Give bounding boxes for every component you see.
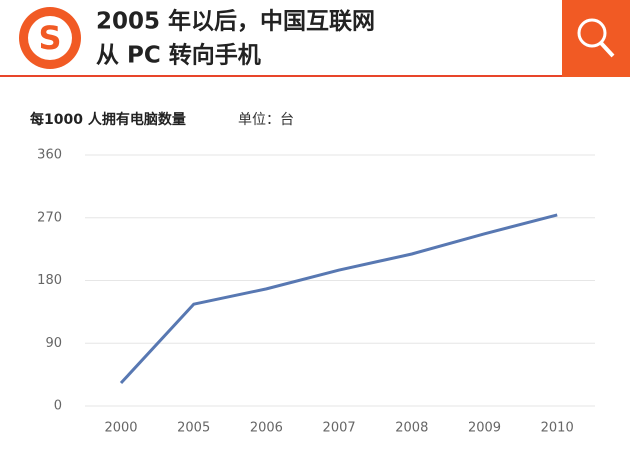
- y-tick-label: 180: [37, 273, 62, 288]
- x-tick-label: 2006: [250, 421, 283, 436]
- search-bg: [562, 0, 630, 77]
- header-title: 2005 年以后，中国互联网: [96, 8, 375, 35]
- x-tick-label: 2005: [177, 421, 210, 436]
- x-tick-label: 2007: [323, 421, 356, 436]
- x-tick-label: 2000: [104, 421, 137, 436]
- search-icon: [599, 41, 615, 58]
- chart-title: 每1000 人拥有电脑数量: [30, 111, 186, 128]
- x-tick-label: 2010: [541, 421, 574, 436]
- x-tick-label: 2009: [468, 421, 501, 436]
- chart-subtitle: 单位：台: [238, 112, 294, 128]
- y-tick-label: 270: [37, 210, 62, 225]
- logo-inner: [28, 16, 72, 60]
- logo[interactable]: S: [19, 7, 81, 69]
- logo-letter: S: [38, 19, 61, 57]
- y-tick-label: 0: [54, 399, 62, 414]
- search-icon: [577, 18, 607, 48]
- header-title: 从 PC 转向手机: [96, 42, 261, 69]
- y-tick-label: 360: [37, 148, 62, 163]
- data-line: [119, 213, 558, 385]
- x-tick-label: 2008: [395, 421, 428, 436]
- search-button[interactable]: [562, 0, 630, 77]
- y-tick-label: 90: [45, 336, 62, 351]
